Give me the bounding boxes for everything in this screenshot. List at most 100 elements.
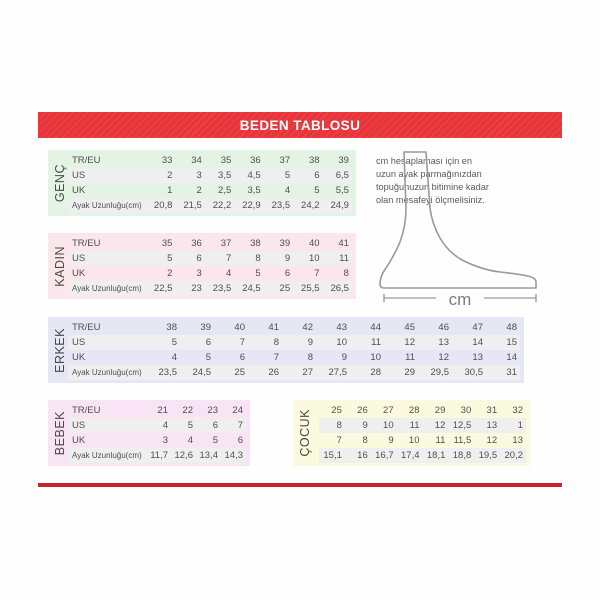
size-cell: 20,8 — [153, 200, 173, 211]
size-cell: 29 — [434, 405, 446, 416]
row-cells: 7 8 9 10 11 11,5 12 13 — [319, 435, 526, 446]
size-cell: 25 — [234, 367, 245, 378]
table-row: US 5 6 7 8 9 10 11 12 13 14 15 — [68, 335, 520, 350]
size-cell: 13 — [512, 435, 523, 446]
size-cell: 12,5 — [452, 420, 472, 431]
row-header: UK — [72, 352, 86, 363]
size-cell: 4 — [225, 268, 232, 279]
category-label-text: ÇOCUK — [297, 409, 312, 457]
size-cell: 18,1 — [426, 450, 446, 461]
size-cell: 24,2 — [301, 200, 320, 211]
size-cell: 47 — [472, 322, 483, 333]
row-cells: 22,5 23 23,5 24,5 25 25,5 26,5 — [146, 283, 352, 294]
row-header: UK — [72, 435, 86, 446]
size-cell: 5 — [212, 435, 218, 446]
row-cells: 15,1 16 16,7 17,4 18,1 18,8 19,5 20,2 — [319, 450, 526, 461]
row-cells: 5 6 7 8 9 10 11 — [146, 253, 352, 264]
size-table-bebek: BEBEK TR/EU 21 22 23 24 US 4 5 6 7 UK 3 4 5 6 Ayak Uzunl… — [48, 400, 250, 466]
category-label-text: KADIN — [52, 245, 67, 287]
size-cell: 24,9 — [330, 200, 349, 211]
size-cell: 26 — [268, 367, 279, 378]
size-cell: 38 — [166, 322, 177, 333]
size-cell: 12 — [404, 337, 415, 348]
size-cell: 3,5 — [247, 185, 261, 196]
row-header: TR/EU — [72, 405, 101, 416]
table-row: 8 9 10 11 12 12,5 13 1 — [319, 418, 526, 433]
size-cell: 5 — [284, 170, 291, 181]
size-cell: 8 — [307, 352, 313, 363]
size-cell: 7 — [273, 352, 279, 363]
size-grid-erkek: TR/EU 38 39 40 41 42 43 44 45 46 47 48 US 5 6 7 8 9 10 11 12… — [68, 320, 520, 380]
size-cell: 6 — [284, 268, 291, 279]
table-row: UK 1 2 2,5 3,5 4 5 5,5 — [68, 183, 352, 198]
size-cell: 7 — [225, 253, 232, 264]
row-cells: 23,5 24,5 25 26 27 27,5 28 29 29,5 30,5 31 — [146, 367, 520, 378]
size-cell: 9 — [341, 352, 347, 363]
size-cell: 2 — [167, 268, 173, 279]
size-cell: 11 — [405, 352, 415, 363]
row-header: TR/EU — [72, 238, 101, 249]
row-header: TR/EU — [72, 155, 101, 166]
size-cell: 10 — [336, 337, 347, 348]
table-row: Ayak Uzunluğu(cm) 23,5 24,5 25 26 27 27,5 28 29 2… — [68, 365, 520, 380]
row-cells: 1 2 2,5 3,5 4 5 5,5 — [146, 185, 352, 196]
table-row: 15,1 16 16,7 17,4 18,1 18,8 19,5 20,2 — [319, 448, 526, 463]
size-cell: 36 — [191, 238, 202, 249]
size-cell: 24,5 — [192, 367, 212, 378]
size-cell: 6,5 — [335, 170, 349, 181]
size-cell: 38 — [308, 155, 320, 166]
size-cell: 4 — [187, 435, 193, 446]
size-cell: 39 — [200, 322, 211, 333]
row-cells: 2 3 3,5 4,5 5 6 6,5 — [146, 170, 352, 181]
size-cell: 15 — [506, 337, 517, 348]
size-cell: 26 — [357, 405, 368, 416]
table-row: UK 4 5 6 7 8 9 10 11 12 13 14 — [68, 350, 520, 365]
size-table-erkek: ERKEK TR/EU 38 39 40 41 42 43 44 45 46 47 48 US 5 6 7 8 9 1… — [48, 317, 524, 383]
size-grid-genc: TR/EU 33 34 35 36 37 38 39 US 2 3 3,5 4,5 5 6 6,5 UK 1 2 2,… — [68, 153, 352, 213]
cm-measure-label: cm — [449, 290, 472, 309]
size-cell: 6 — [212, 420, 218, 431]
table-row: 25 26 27 28 29 30 31 32 — [319, 403, 526, 418]
size-cell: 23,5 — [158, 367, 178, 378]
size-grid-bebek: TR/EU 21 22 23 24 US 4 5 6 7 UK 3 4 5 6 Ayak Uzunluğu(c… — [68, 403, 246, 463]
table-row: Ayak Uzunluğu(cm) 20,8 21,5 22,2 22,9 23,5 24,… — [68, 198, 352, 213]
size-cell: 43 — [336, 322, 347, 333]
size-cell: 31 — [506, 367, 517, 378]
category-label-cocuk: ÇOCUK — [296, 403, 313, 463]
size-cell: 10 — [383, 420, 394, 431]
size-cell: 3 — [196, 170, 202, 181]
size-cell: 6 — [239, 352, 245, 363]
size-cell: 9 — [307, 337, 313, 348]
measurement-instructions: cm hesaplaması için en uzun ayak parmağı… — [376, 156, 489, 205]
row-header: UK — [72, 185, 86, 196]
size-cell: 24,5 — [242, 283, 261, 294]
size-cell: 7 — [336, 435, 342, 446]
category-label-bebek: BEBEK — [51, 403, 68, 463]
size-cell: 30,5 — [464, 367, 484, 378]
size-cell: 28 — [408, 405, 420, 416]
size-cell: 30 — [460, 405, 472, 416]
size-cell: 40 — [308, 238, 320, 249]
size-cell: 15,1 — [323, 450, 342, 461]
size-cell: 23,5 — [212, 283, 232, 294]
row-cells: 35 36 37 38 39 40 41 — [146, 238, 352, 249]
size-cell: 22 — [182, 405, 193, 416]
size-cell: 11 — [435, 435, 446, 446]
row-cells: 3 4 5 6 — [146, 435, 246, 446]
row-header: Ayak Uzunluğu(cm) — [72, 201, 142, 210]
size-cell: 1 — [167, 185, 173, 196]
size-cell: 3 — [162, 435, 168, 446]
size-cell: 12 — [486, 435, 498, 446]
size-cell: 12 — [434, 420, 446, 431]
size-cell: 21,5 — [183, 200, 202, 211]
size-cell: 11,7 — [150, 450, 168, 461]
size-cell: 23,5 — [271, 200, 291, 211]
size-cell: 13 — [438, 337, 449, 348]
size-cell: 29,5 — [430, 367, 450, 378]
table-row: US 2 3 3,5 4,5 5 6 6,5 — [68, 168, 352, 183]
table-row: TR/EU 38 39 40 41 42 43 44 45 46 47 48 — [68, 320, 520, 335]
row-cells: 33 34 35 36 37 38 39 — [146, 155, 352, 166]
size-cell: 13 — [472, 352, 483, 363]
size-cell: 6 — [205, 337, 211, 348]
size-cell: 25 — [279, 283, 291, 294]
